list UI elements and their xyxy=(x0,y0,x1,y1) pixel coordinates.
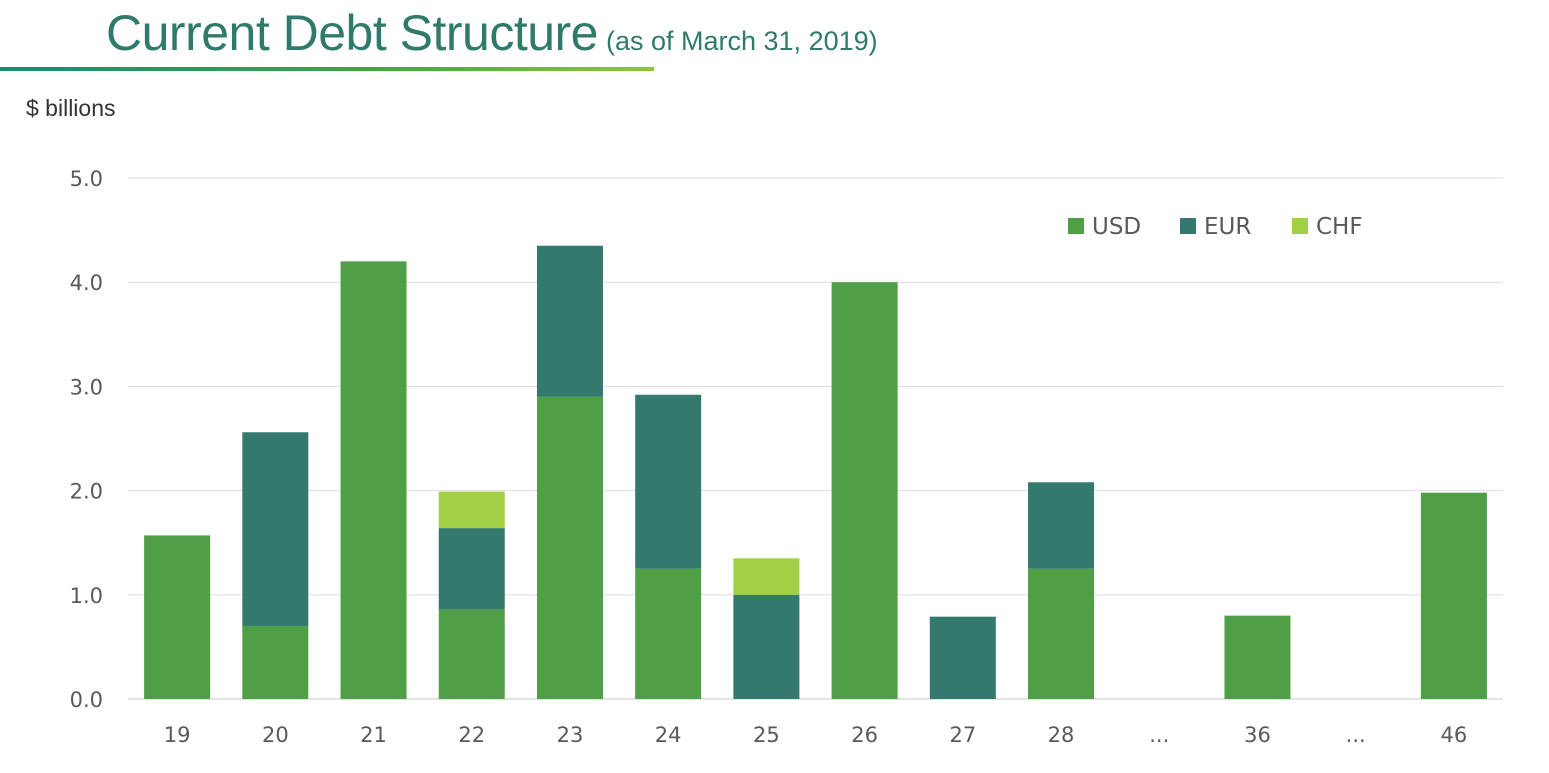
x-tick-label: 36 xyxy=(1244,723,1271,747)
x-tick-label: 28 xyxy=(1048,723,1075,747)
y-tick-label: 0.0 xyxy=(70,688,103,712)
x-tick-label: 24 xyxy=(655,723,682,747)
legend-swatch-usd xyxy=(1068,218,1084,234)
x-tick-label: 22 xyxy=(458,723,485,747)
legend: USD EUR CHF xyxy=(1068,214,1363,240)
bar-eur-20-1 xyxy=(242,432,309,627)
legend-label-chf: CHF xyxy=(1316,214,1363,240)
bar-usd-19-0 xyxy=(144,535,211,699)
bar-eur-23-4 xyxy=(536,245,603,397)
bar-usd-22-3 xyxy=(438,609,505,699)
x-tick-label: 19 xyxy=(164,723,191,747)
bar-usd-23-4 xyxy=(536,396,603,699)
y-tick-label: 1.0 xyxy=(70,584,103,608)
x-tick-label: 46 xyxy=(1441,723,1468,747)
x-tick-label: 21 xyxy=(360,723,387,747)
bar-chf-22-3 xyxy=(438,491,505,529)
unit-label: $ billions xyxy=(26,95,116,121)
x-tick-label: ... xyxy=(1346,723,1366,747)
legend-swatch-eur xyxy=(1180,218,1196,234)
gridlines xyxy=(128,177,1503,700)
y-tick-label: 5.0 xyxy=(70,167,103,191)
bar-eur-22-3 xyxy=(438,528,505,610)
bar-eur-27-8 xyxy=(929,616,996,699)
bar-usd-24-5 xyxy=(635,568,702,699)
bar-usd-36-11 xyxy=(1224,615,1291,699)
bar-usd-20-1 xyxy=(242,626,309,699)
x-tick-label: ... xyxy=(1149,723,1169,747)
y-axis-ticks: 0.0 1.0 2.0 3.0 4.0 5.0 xyxy=(70,167,103,712)
x-tick-label: 26 xyxy=(851,723,878,747)
bar-usd-46-13 xyxy=(1420,492,1487,699)
bar-chf-25-6 xyxy=(733,558,800,595)
bar-eur-24-5 xyxy=(635,394,702,569)
legend-label-eur: EUR xyxy=(1204,214,1251,240)
x-axis-ticks: 19 20 21 22 23 24 25 26 27 28... 36... 46 xyxy=(164,723,1468,747)
legend-swatch-chf xyxy=(1292,218,1308,234)
y-tick-label: 2.0 xyxy=(70,480,103,504)
x-tick-label: 27 xyxy=(949,723,976,747)
title-subtitle: (as of March 31, 2019) xyxy=(605,26,878,56)
bar-eur-28-9 xyxy=(1028,482,1095,569)
y-tick-label: 4.0 xyxy=(70,271,103,295)
bar-eur-25-6 xyxy=(733,594,800,699)
bar-usd-26-7 xyxy=(831,282,898,699)
bar-usd-21-2 xyxy=(340,261,407,699)
title-underline xyxy=(0,67,654,71)
title-main: Current Debt Structure xyxy=(106,5,598,61)
x-tick-label: 20 xyxy=(262,723,289,747)
page-title: Current Debt Structure (as of March 31, 2… xyxy=(106,4,878,62)
x-tick-label: 25 xyxy=(753,723,780,747)
x-tick-label: 23 xyxy=(557,723,584,747)
y-tick-label: 3.0 xyxy=(70,375,103,399)
bars xyxy=(144,245,1487,699)
legend-label-usd: USD xyxy=(1092,214,1141,240)
bar-usd-28-9 xyxy=(1028,568,1095,699)
